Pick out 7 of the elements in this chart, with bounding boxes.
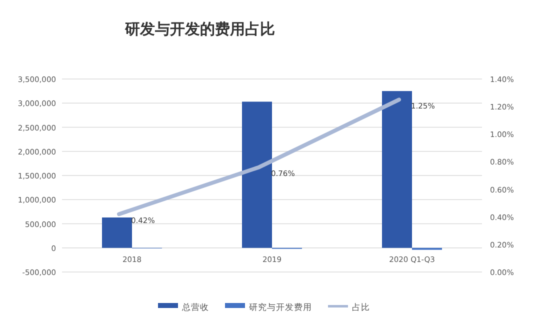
legend-label: 总营收: [181, 302, 209, 313]
legend-label: 占比: [352, 302, 370, 313]
bar: [242, 102, 272, 248]
bar: [382, 91, 412, 248]
chart-title: 研发与开发的费用占比: [124, 20, 275, 38]
bar: [102, 217, 132, 248]
legend-label: 研究与开发费用: [249, 302, 312, 313]
